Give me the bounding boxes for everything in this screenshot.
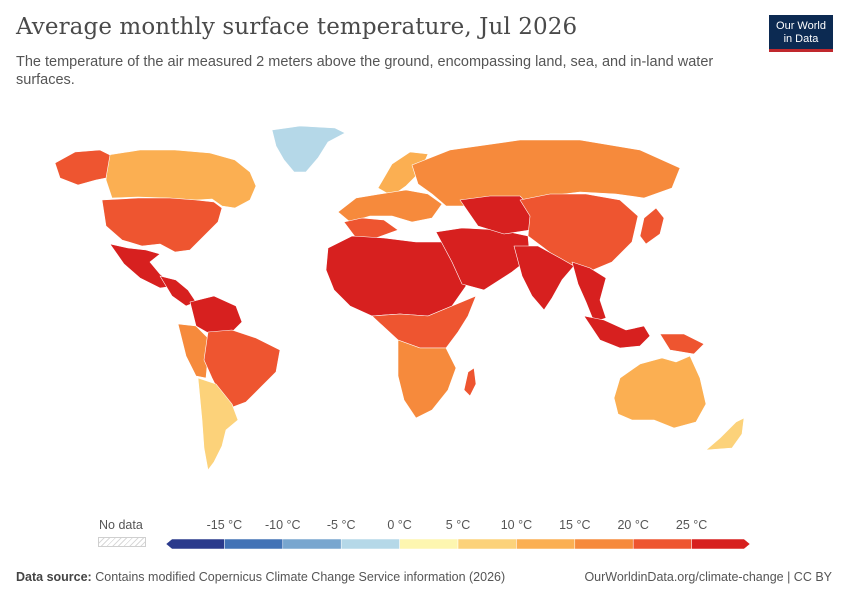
region-southern-europe[interactable]	[343, 217, 399, 239]
region-northern-south-america[interactable]	[189, 295, 243, 337]
legend-bin-4[interactable]	[399, 538, 459, 550]
region-china[interactable]	[519, 193, 639, 273]
region-russia[interactable]	[411, 139, 681, 207]
owid-logo[interactable]: Our World in Data	[769, 15, 833, 52]
logo-line-2: in Data	[783, 33, 819, 45]
region-japan[interactable]	[639, 207, 665, 245]
legend-tick-label: 25 °C	[675, 518, 708, 532]
source-url-link[interactable]: OurWorldinData.org/climate-change | CC B…	[584, 570, 832, 584]
region-australia[interactable]	[613, 355, 707, 429]
region-central-america[interactable]	[159, 275, 197, 307]
region-argentina[interactable]	[197, 377, 239, 471]
legend-tick-label: 5 °C	[445, 518, 471, 532]
legend-bin-5[interactable]	[457, 538, 517, 550]
data-source-text: Contains modified Copernicus Climate Cha…	[95, 570, 506, 584]
data-source-label: Data source:	[16, 570, 92, 584]
region-greenland[interactable]	[271, 125, 346, 173]
legend-tick-label: 10 °C	[500, 518, 533, 532]
region-brazil[interactable]	[203, 329, 281, 409]
region-southeast-asia[interactable]	[571, 261, 607, 323]
legend-tick-label: -10 °C	[265, 518, 301, 532]
legend-tick-label: -5 °C	[326, 518, 356, 532]
region-united-states[interactable]	[101, 197, 223, 253]
chart-subtitle: The temperature of the air measured 2 me…	[16, 54, 714, 88]
legend-bin-0[interactable]	[166, 538, 225, 550]
region-alaska[interactable]	[54, 149, 111, 186]
region-europe[interactable]	[337, 189, 443, 223]
legend-no-data-swatch	[98, 537, 146, 547]
legend-bin-7[interactable]	[574, 538, 634, 550]
region-andes[interactable]	[177, 323, 209, 379]
legend-bin-9[interactable]	[691, 538, 751, 550]
region-new-zealand[interactable]	[705, 417, 745, 451]
legend-tick-label: 20 °C	[617, 518, 649, 532]
legend-bin-8[interactable]	[632, 538, 692, 550]
legend-no-data-label: No data	[99, 518, 143, 532]
region-madagascar[interactable]	[463, 367, 477, 397]
region-southern-africa[interactable]	[397, 339, 457, 419]
region-india[interactable]	[513, 245, 575, 311]
data-source: Data source: Contains modified Copernicu…	[16, 570, 505, 584]
legend-bin-6[interactable]	[516, 538, 576, 550]
chart-title: Average monthly surface temperature, Jul…	[16, 14, 578, 40]
legend-tick-label: 0 °C	[387, 518, 412, 532]
legend-tick-label: -15 °C	[206, 518, 243, 532]
legend-bin-2[interactable]	[282, 538, 342, 550]
logo-line-1: Our World	[776, 20, 826, 32]
legend-color-bar	[166, 538, 751, 550]
region-canada[interactable]	[105, 149, 257, 209]
legend-bin-1[interactable]	[224, 538, 284, 550]
legend-bin-3[interactable]	[340, 538, 400, 550]
world-map	[54, 125, 745, 471]
legend-tick-label: 15 °C	[559, 518, 591, 532]
region-mexico[interactable]	[109, 243, 175, 289]
region-indonesia[interactable]	[583, 315, 651, 349]
region-papua-new-guinea[interactable]	[659, 333, 705, 355]
